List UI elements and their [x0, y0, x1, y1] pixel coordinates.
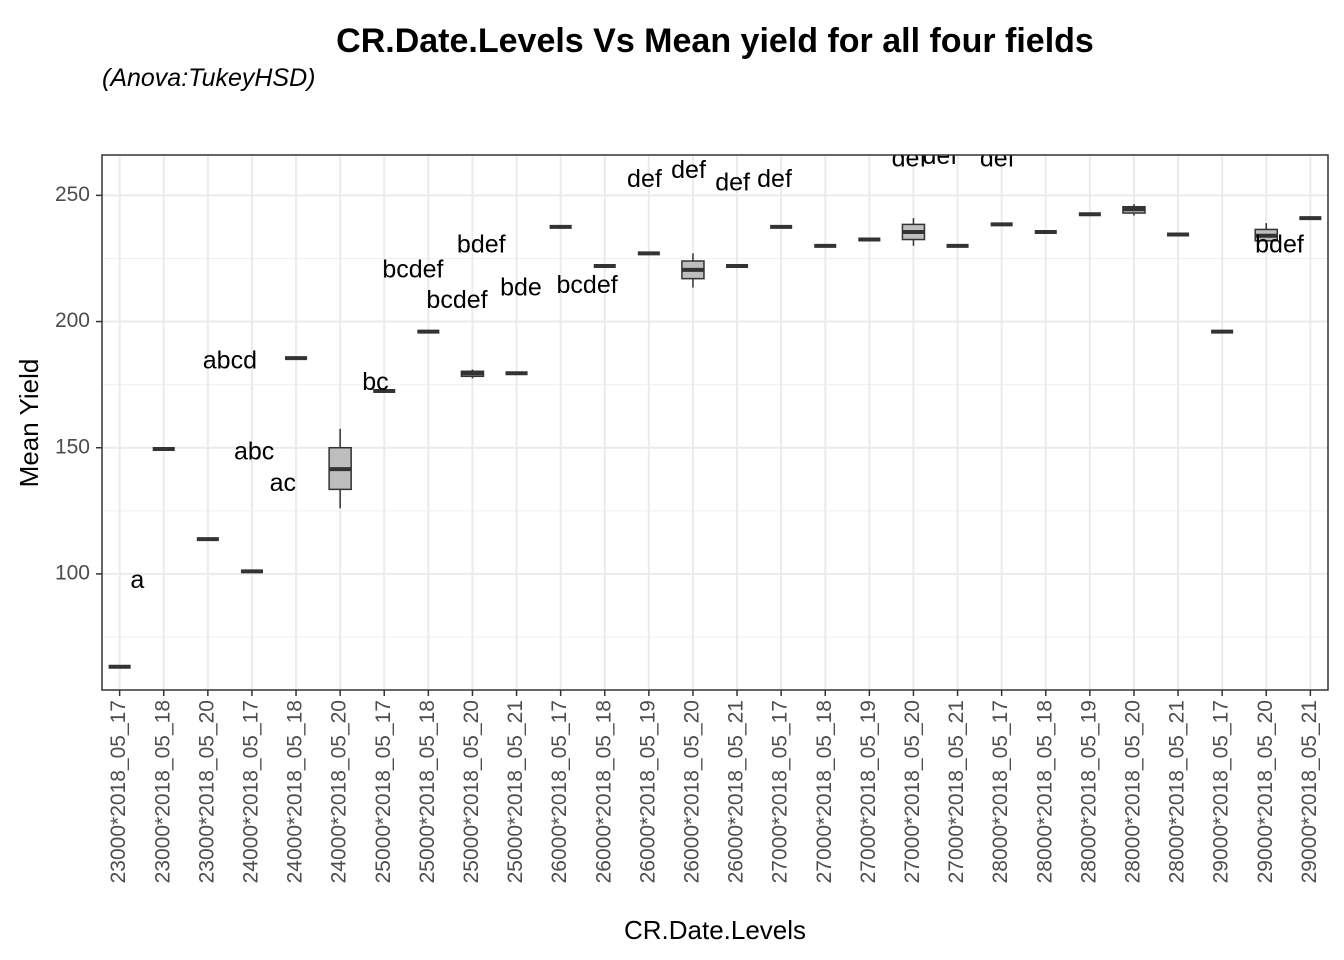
x-tick-label: 25000*2018_05_20	[460, 700, 483, 883]
group-letter-label: a	[130, 566, 144, 594]
x-tick-label: 25000*2018_05_17	[372, 700, 395, 883]
x-tick-label: 27000*2018_05_20	[901, 700, 924, 883]
group-letter-label: ac	[270, 469, 296, 497]
x-tick-label: 29000*2018_05_20	[1254, 700, 1277, 883]
group-letter-label: bc	[362, 368, 388, 396]
x-tick-label: 25000*2018_05_21	[504, 700, 527, 883]
x-tick-label: 23000*2018_05_18	[151, 700, 174, 883]
group-letter-label: def	[923, 142, 958, 170]
group-letter-label: def	[757, 165, 792, 193]
x-tick-label: 26000*2018_05_17	[548, 700, 571, 883]
x-tick-label: 29000*2018_05_17	[1210, 700, 1233, 883]
boxplot	[328, 428, 352, 509]
plot-panel-border	[101, 154, 1329, 691]
group-letter-label: bcdef	[557, 271, 618, 299]
group-letter-label: def	[627, 165, 662, 193]
x-tick-label: 27000*2018_05_19	[857, 700, 880, 883]
boxplot	[1122, 204, 1146, 216]
group-letter-label: def	[715, 169, 750, 197]
group-letter-label: bdef	[457, 230, 506, 258]
axes: 100 150 200 250 23000*2018_05_17 23000*2018_0…	[55, 183, 1321, 883]
group-letter-label: bdef	[1255, 230, 1304, 258]
boxplot	[901, 218, 926, 246]
x-tick-label: 26000*2018_05_19	[636, 700, 659, 883]
group-letter-label: def	[892, 145, 927, 173]
group-letter-label: def	[980, 145, 1015, 173]
x-axis-title: CR.Date.Levels	[624, 915, 806, 945]
chart-subtitle: (Anova:TukeyHSD)	[102, 64, 316, 92]
y-axis-title: Mean Yield	[14, 359, 44, 488]
x-tick-label: 27000*2018_05_17	[769, 700, 792, 883]
group-letter-label: bcdef	[426, 286, 487, 314]
x-tick-label: 26000*2018_05_20	[680, 700, 703, 883]
group-letter-label: abc	[234, 437, 274, 465]
y-tick-label: 100	[55, 561, 90, 584]
x-tick-label: 27000*2018_05_18	[813, 700, 836, 883]
x-tick-label: 28000*2018_05_18	[1033, 700, 1056, 883]
boxplots	[108, 204, 1322, 669]
group-letter-label: def	[671, 156, 706, 184]
x-tick-label: 26000*2018_05_21	[725, 700, 748, 883]
group-letter-label: abcd	[203, 347, 257, 375]
boxplot	[460, 369, 485, 379]
x-tick-label: 28000*2018_05_21	[1166, 700, 1189, 883]
x-tick-label: 28000*2018_05_20	[1122, 700, 1145, 883]
x-tick-label: 29000*2018_05_21	[1298, 700, 1321, 883]
chart-title: CR.Date.Levels Vs Mean yield for all fou…	[336, 22, 1094, 60]
boxplot	[681, 253, 705, 288]
y-tick-label: 150	[55, 435, 90, 458]
y-tick-label: 200	[55, 309, 90, 332]
x-tick-label: 27000*2018_05_21	[945, 700, 968, 883]
gridlines	[102, 155, 1328, 690]
y-tick-label: 250	[55, 183, 90, 206]
group-letter-label: bde	[500, 273, 542, 301]
x-tick-label: 28000*2018_05_17	[989, 700, 1012, 883]
x-tick-label: 28000*2018_05_19	[1077, 700, 1100, 883]
group-letter-label: bcdef	[382, 256, 443, 284]
boxplot	[1254, 223, 1279, 243]
x-tick-label: 26000*2018_05_18	[592, 700, 615, 883]
x-tick-label: 24000*2018_05_20	[328, 700, 351, 883]
x-tick-label: 23000*2018_05_17	[107, 700, 130, 883]
x-tick-label: 24000*2018_05_17	[239, 700, 262, 883]
x-tick-label: 25000*2018_05_18	[416, 700, 439, 883]
x-tick-label: 23000*2018_05_20	[195, 700, 218, 883]
x-tick-label: 24000*2018_05_18	[284, 700, 307, 883]
